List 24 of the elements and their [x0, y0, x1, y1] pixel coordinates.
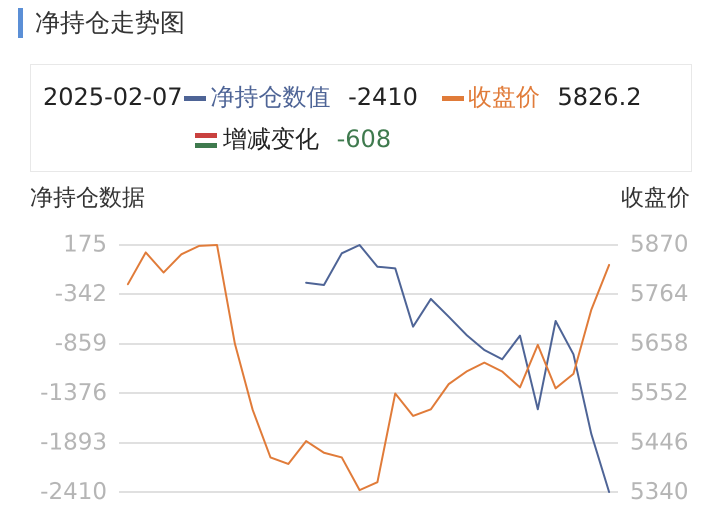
y-axis-title: 净持仓数据 [30, 184, 145, 213]
y2-tick-label: 5552 [630, 380, 689, 406]
y2-tick-label: 5870 [630, 232, 689, 258]
y2-axis-title: 收盘价 [621, 184, 690, 213]
legend-label: 收盘价 [468, 83, 540, 111]
y2-tick-label: 5764 [630, 281, 689, 307]
text: -608 [336, 125, 392, 153]
text: 增减变化 [223, 125, 319, 153]
line-series [305, 244, 610, 493]
y-tick-label: -1893 [40, 430, 107, 456]
y-tick-label: -1376 [40, 380, 107, 406]
text: 2025-02-07 [43, 83, 182, 111]
y-tick-label: -342 [54, 281, 107, 307]
y2-tick-label: 5446 [630, 430, 689, 456]
chart-title: 净持仓走势图 [18, 8, 185, 38]
y2-tick-label: 5658 [630, 330, 689, 356]
y-tick-label: -2410 [40, 479, 107, 505]
y-tick-label: -859 [54, 330, 107, 356]
text: 5826.2 [556, 83, 642, 111]
line-series [126, 244, 610, 492]
y2-tick-label: 5340 [630, 479, 689, 505]
text: -2410 [347, 83, 418, 111]
legend-label: 净持仓数值 [210, 83, 330, 111]
y-tick-label: 175 [63, 232, 107, 258]
